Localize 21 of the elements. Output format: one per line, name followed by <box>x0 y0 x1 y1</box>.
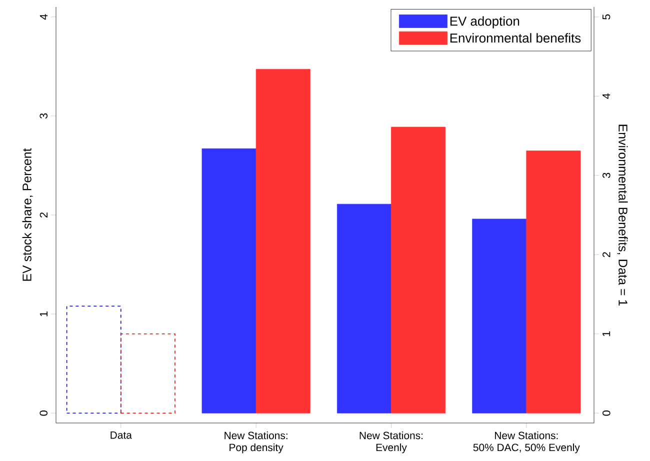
y-tick-label: 4 <box>40 14 48 20</box>
y2-tick-label: 0 <box>602 410 610 416</box>
bar <box>120 333 176 414</box>
x-tick-label: New Stations: 50% DAC, 50% Evenly <box>473 432 580 454</box>
y-tick-label: 0 <box>40 410 48 416</box>
legend-label: Environmental benefits <box>450 33 581 43</box>
bar <box>66 306 122 414</box>
y-tick-label: 2 <box>40 212 48 218</box>
x-tick-label: New Stations: Evenly <box>360 432 423 454</box>
y-axis-title: EV stock share, Percent <box>22 148 33 281</box>
x-tick-label: Data <box>110 432 132 439</box>
y-tick-label: 3 <box>40 113 48 119</box>
y2-tick-label: 4 <box>602 93 610 99</box>
legend-label: EV adoption <box>450 16 520 28</box>
y2-tick-label: 3 <box>602 172 610 178</box>
y2-tick-label: 2 <box>602 252 610 258</box>
x-tick-label: New Stations: Pop density <box>224 432 288 454</box>
y2-axis-title: Environmental Benefits, Data = 1 <box>617 124 628 306</box>
y2-tick-label: 1 <box>602 331 610 336</box>
y2-tick-label: 5 <box>602 14 610 20</box>
y-tick-label: 1 <box>40 312 48 316</box>
